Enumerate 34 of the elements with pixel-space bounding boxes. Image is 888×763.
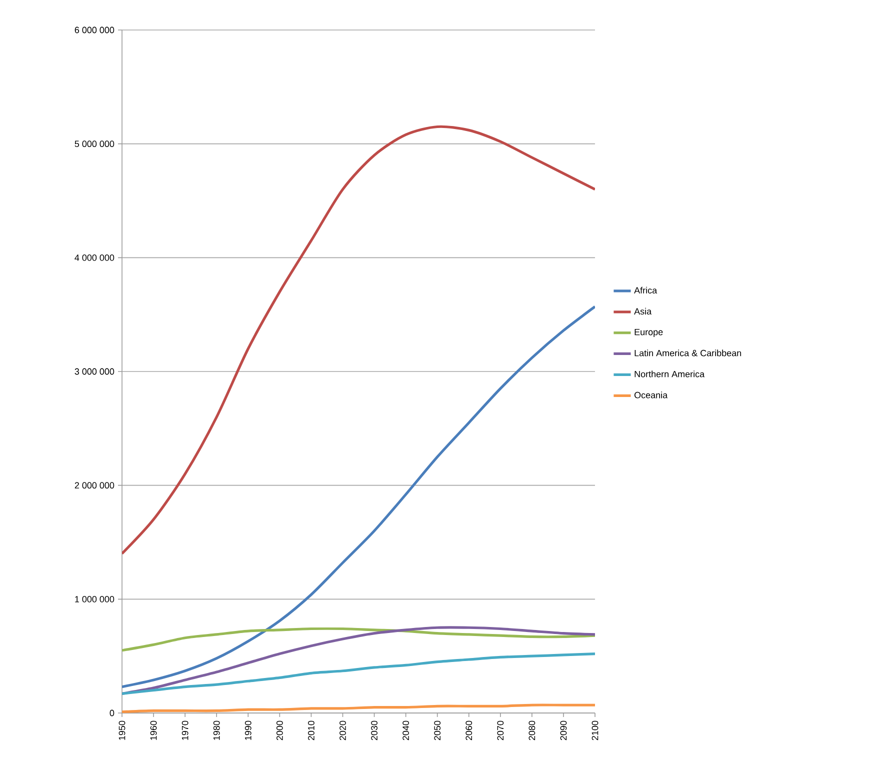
x-tick-label: 2060 — [466, 720, 472, 740]
y-tick-label: 0 — [110, 710, 114, 716]
x-tick-label: 2090 — [560, 720, 567, 740]
legend-label: Asia — [634, 308, 652, 315]
y-tick-label: 5 000 000 — [74, 140, 114, 148]
legend-label: Africa — [634, 286, 658, 294]
legend-label: Latin America & Caribbean — [634, 350, 742, 356]
x-tick-label: 2100 — [592, 720, 598, 740]
line-series — [122, 652, 596, 695]
x-tick-label: 1950 — [118, 720, 126, 740]
x-tick-label: 2080 — [528, 720, 536, 740]
x-tick-label: 2000 — [276, 720, 283, 740]
x-tick-label: 2010 — [308, 720, 314, 740]
legend-label: Oceania — [634, 392, 668, 398]
x-tick-label: 2050 — [434, 720, 441, 740]
line-series — [122, 626, 596, 695]
y-tick-label: 1 000 000 — [75, 596, 114, 602]
legend-label: Europe — [634, 328, 663, 338]
x-tick-label: 1960 — [150, 720, 157, 740]
x-tick-label: 2070 — [497, 720, 504, 740]
x-tick-label: 1980 — [213, 720, 220, 740]
y-tick-label: 4 000 000 — [74, 254, 114, 261]
y-tick-label: 3 000 000 — [74, 368, 114, 375]
line-series — [122, 627, 596, 652]
x-tick-label: 1990 — [244, 720, 252, 740]
legend-label: Northern America — [634, 370, 705, 378]
x-tick-label: 2030 — [371, 720, 378, 740]
line-series — [122, 305, 596, 688]
y-tick-label: 2 000 000 — [74, 482, 114, 489]
x-tick-label: 2040 — [402, 720, 409, 740]
y-tick-label: 6 000 000 — [74, 26, 114, 34]
line-series — [122, 125, 596, 555]
x-tick-label: 1970 — [182, 720, 188, 740]
x-tick-label: 2020 — [340, 720, 346, 740]
